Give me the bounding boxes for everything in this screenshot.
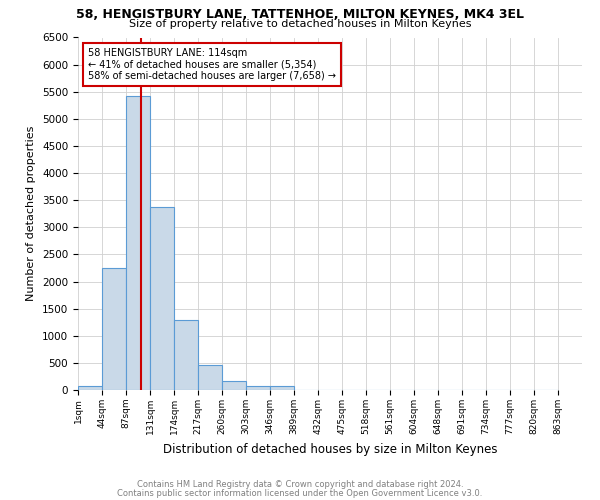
Bar [102,268,126,390]
Y-axis label: Number of detached properties: Number of detached properties [26,126,37,302]
Text: 58, HENGISTBURY LANE, TATTENHOE, MILTON KEYNES, MK4 3EL: 58, HENGISTBURY LANE, TATTENHOE, MILTON … [76,8,524,20]
Bar [270,386,294,390]
Bar [78,386,102,390]
Bar [246,386,270,390]
Text: Distribution of detached houses by size in Milton Keynes: Distribution of detached houses by size … [163,442,497,456]
Bar [151,206,175,390]
Text: Size of property relative to detached houses in Milton Keynes: Size of property relative to detached ho… [129,19,471,29]
Bar [126,96,151,390]
Text: Contains HM Land Registry data © Crown copyright and database right 2024.: Contains HM Land Registry data © Crown c… [137,480,463,489]
Bar [222,380,246,390]
Text: 58 HENGISTBURY LANE: 114sqm
← 41% of detached houses are smaller (5,354)
58% of : 58 HENGISTBURY LANE: 114sqm ← 41% of det… [88,48,336,82]
Bar [198,364,222,390]
Text: Contains public sector information licensed under the Open Government Licence v3: Contains public sector information licen… [118,489,482,498]
Bar [175,320,198,390]
